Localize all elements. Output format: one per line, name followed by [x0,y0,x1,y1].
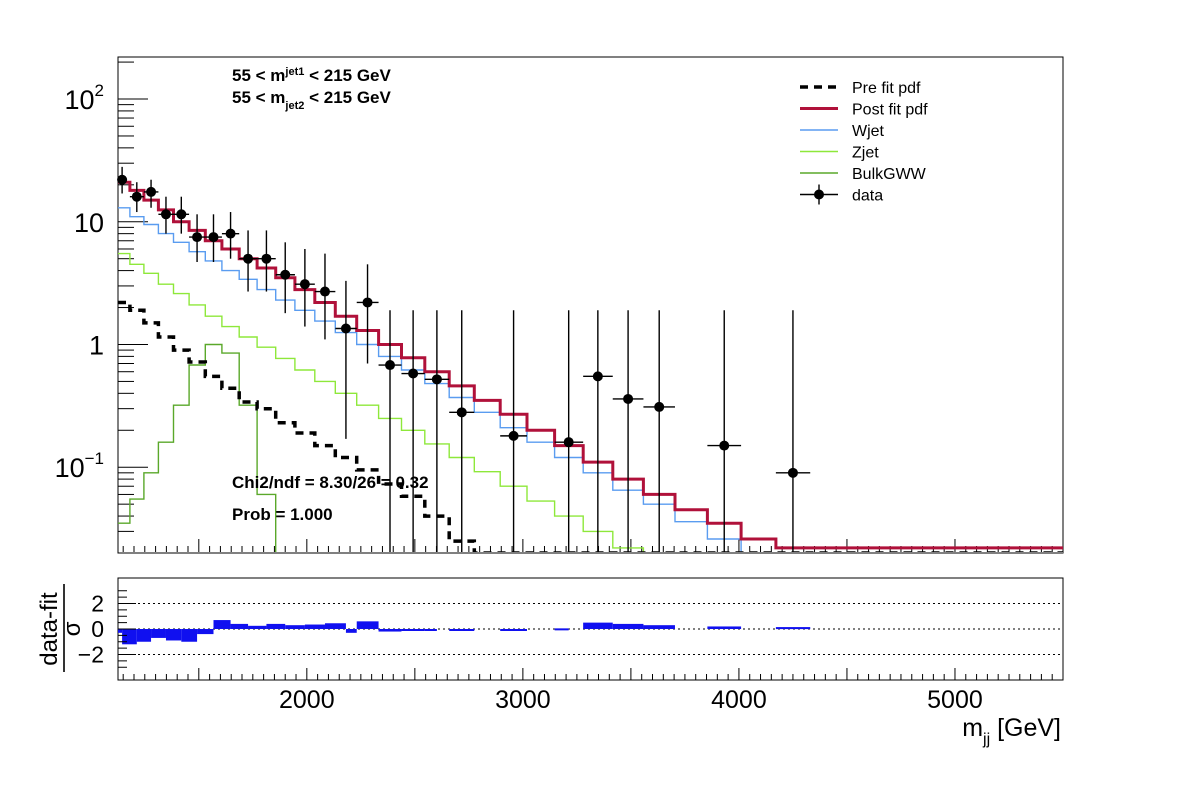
y-tick-label: 102 [64,81,104,115]
pull-y-tick-label: 0 [91,616,104,642]
data-point [563,437,574,448]
x-axis-title: mjj [GeV] [962,714,1061,748]
legend-label: BulkGWW [852,166,927,183]
data-point [592,371,603,382]
cut-label-jet2: 55 < mjet2 < 215 GeV [232,88,392,112]
chi2-label: Chi2/ndf = 8.30/26 = 0.32 [232,473,429,492]
pull-bar [213,620,231,629]
pull-x-axis: 2000 3000 4000 5000 [122,668,1064,714]
data-point [261,253,272,264]
data-point [131,191,142,202]
data-point [225,228,236,239]
pull-bar [345,629,357,633]
pull-bar [136,629,152,642]
x-tick-label: 5000 [927,686,983,714]
data-point [280,269,291,280]
data-point [176,209,187,220]
y-tick-label: 10 [74,208,104,238]
data-point [787,467,798,478]
pull-bar [424,629,437,631]
legend: Pre fit pdf Post fit pdf Wjet Zjet BulkGWW da… [800,80,928,205]
pull-bar [122,629,137,645]
pull-y-axis-title: data-fit σ [36,584,86,672]
legend-label: Post fit pdf [852,102,928,119]
data-point [192,232,203,243]
pull-y-tick-label: −2 [78,642,104,668]
data-point [508,430,519,441]
legend-label: data [852,188,883,205]
x-tick-label: 2000 [279,686,335,714]
pull-bars [118,620,811,645]
pull-bar [356,621,379,629]
series-zjet [118,252,1063,554]
series-pre-fit-pdf [118,300,1063,555]
pull-bar [181,629,198,642]
pull-bar [197,629,214,635]
pull-bar [554,628,569,631]
data-point [208,232,219,243]
pull-bar [583,622,613,629]
data-point [362,297,373,308]
legend-label: Zjet [852,145,879,162]
pull-bar [324,623,346,629]
pull-bar [643,625,675,629]
data-point [340,323,351,334]
main-y-tick-labels: 102 10 1 10−1 [55,81,104,483]
pull-plot-panel: 20−2 2000 3000 4000 5000 data-fit σ mjj [Ge… [36,577,1064,748]
data-point [160,209,171,220]
data-point [654,401,665,412]
pull-bar [500,629,527,631]
data-point [243,253,254,264]
legend-label: Wjet [852,123,885,140]
pull-bar [612,623,644,629]
main-plot-panel: 102 10 1 10−1 55 < mjet1 < 215 GeV 55 < mje… [55,56,1064,562]
main-plot-frame [117,56,1064,554]
pull-bar [304,624,325,629]
y-tick-label: 10−1 [55,449,104,483]
data-point [456,407,467,418]
data-point [408,368,419,379]
series-post-fit-pdf [118,180,1063,550]
data-point [299,279,310,290]
data-point [385,360,396,371]
pull-bar [401,629,425,631]
y-tick-label: 1 [89,330,104,360]
pull-y-denominator: σ [59,621,86,636]
legend-marker [814,189,824,200]
data-point [623,393,634,404]
data-point [146,186,157,197]
legend-label: Pre fit pdf [852,80,921,97]
cut-label-jet1: 55 < mjet1 < 215 GeV [232,66,392,85]
pull-y-tick-label: 2 [91,591,104,617]
prob-label: Prob = 1.000 [232,505,333,524]
data-point [719,440,730,451]
pull-bar [449,629,475,631]
x-tick-label: 4000 [711,686,767,714]
pull-bar [151,629,166,638]
pull-bar [165,629,182,641]
data-point [117,174,128,185]
pull-bar [118,629,123,633]
data-point [319,286,330,297]
data-points [117,166,811,553]
pull-bar [230,623,249,629]
pull-bar [707,626,742,629]
pull-bar [378,629,402,632]
pull-bar [248,625,267,629]
pull-y-numerator: data-fit [36,592,63,666]
pull-bar [285,625,305,629]
axis-label-mask [119,552,1063,562]
pull-y-axis: 20−2 [78,590,136,668]
pull-bar [266,623,286,629]
pull-bar [775,627,811,630]
x-tick-label: 3000 [495,686,551,714]
data-point [431,374,442,385]
